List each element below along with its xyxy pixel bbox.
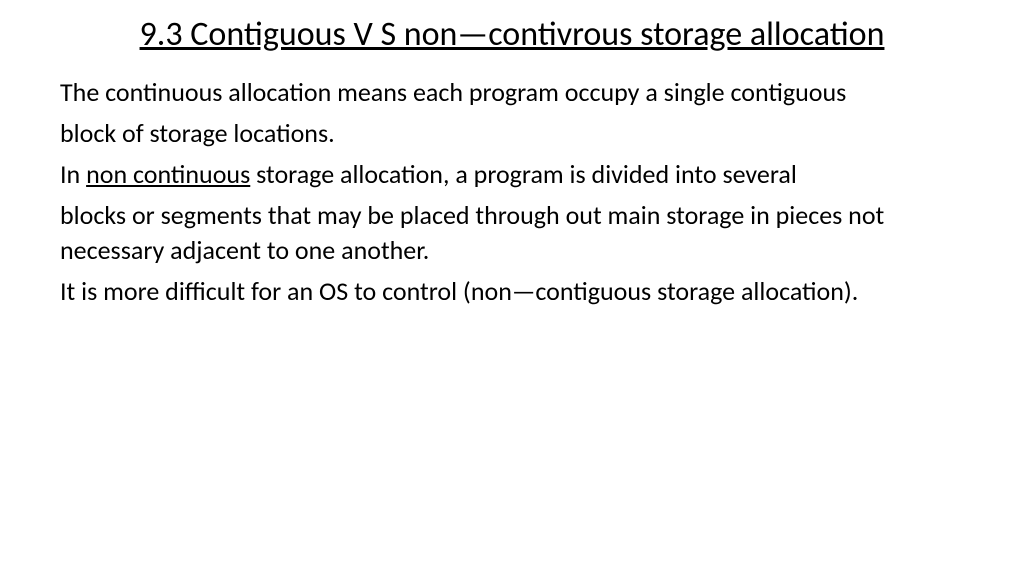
slide: 9.3 Contiguous V S non—contivrous storag… [0, 0, 1024, 576]
body-line-5: It is more difficult for an OS to contro… [60, 274, 964, 309]
body-line-3: In non continuous storage allocation, a … [60, 157, 964, 192]
body-line-4: blocks or segments that may be placed th… [60, 198, 964, 268]
slide-body: The continuous allocation means each pro… [60, 75, 964, 310]
body-line-3-underlined: non continuous [86, 158, 250, 190]
body-line-3-pre: In [60, 158, 86, 190]
slide-title: 9.3 Contiguous V S non—contivrous storag… [60, 14, 964, 57]
body-line-1: The continuous allocation means each pro… [60, 75, 964, 110]
body-line-3-post: storage allocation, a program is divided… [250, 158, 797, 190]
body-line-2: block of storage locations. [60, 116, 964, 151]
